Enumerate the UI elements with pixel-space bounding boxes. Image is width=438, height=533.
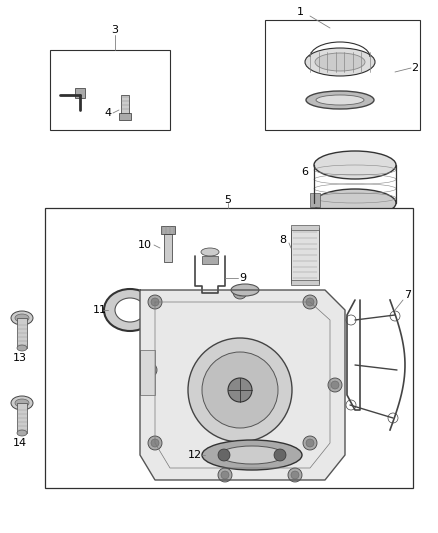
Text: 8: 8 [279,235,286,245]
Circle shape [151,298,159,306]
Bar [17,318,27,348]
Bar [50,50,170,130]
Ellipse shape [314,151,396,179]
Ellipse shape [115,298,145,322]
Polygon shape [140,290,345,480]
Circle shape [151,439,159,447]
Circle shape [346,315,356,325]
Text: 9: 9 [240,273,247,283]
Text: 10: 10 [138,240,152,250]
Circle shape [221,471,229,479]
Text: 2: 2 [411,63,419,73]
Circle shape [218,468,232,482]
Circle shape [306,439,314,447]
Text: 4: 4 [104,108,112,118]
Circle shape [303,295,317,309]
Bar [119,113,131,120]
Text: 14: 14 [13,438,27,448]
Circle shape [236,288,244,296]
Ellipse shape [11,311,33,325]
Ellipse shape [11,396,33,410]
Bar [161,226,175,234]
Bar [291,280,319,285]
Ellipse shape [220,446,284,464]
Bar [75,88,85,98]
Bar [164,234,172,262]
Circle shape [388,413,398,423]
Bar [202,256,218,264]
Text: 12: 12 [188,450,202,460]
Circle shape [274,449,286,461]
Text: 3: 3 [112,25,119,35]
Bar [265,20,420,130]
Ellipse shape [314,189,396,217]
Circle shape [346,400,356,410]
Ellipse shape [202,440,302,470]
Text: 6: 6 [301,167,308,177]
Bar [140,350,155,395]
Circle shape [306,298,314,306]
Circle shape [291,471,299,479]
Circle shape [303,436,317,450]
Text: 7: 7 [404,290,412,300]
Bar [291,225,319,230]
Ellipse shape [305,48,375,76]
Ellipse shape [306,91,374,109]
Bar [291,228,319,283]
Circle shape [288,468,302,482]
Ellipse shape [315,53,365,71]
Text: 5: 5 [225,195,232,205]
Circle shape [233,285,247,299]
Ellipse shape [15,399,29,407]
Text: 1: 1 [297,7,304,17]
Circle shape [390,311,400,321]
Circle shape [148,295,162,309]
Circle shape [188,338,292,442]
Circle shape [328,378,342,392]
Ellipse shape [17,345,27,351]
Circle shape [218,449,230,461]
Circle shape [146,366,154,374]
Bar [310,193,320,207]
Bar [45,208,413,488]
Ellipse shape [17,430,27,436]
Circle shape [331,381,339,389]
Text: 13: 13 [13,353,27,363]
Ellipse shape [201,248,219,256]
Ellipse shape [316,95,364,105]
Bar [17,403,27,433]
Circle shape [143,363,157,377]
Circle shape [228,378,252,402]
Ellipse shape [104,289,156,331]
Ellipse shape [231,284,259,296]
Bar [121,95,129,115]
Circle shape [202,352,278,428]
Circle shape [148,436,162,450]
Text: 11: 11 [93,305,107,315]
Ellipse shape [15,314,29,322]
